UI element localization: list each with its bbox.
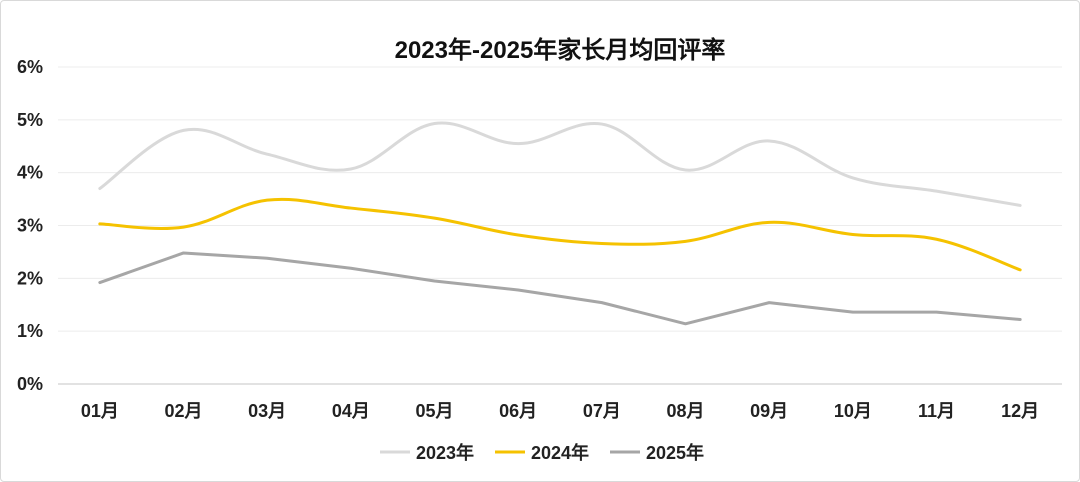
- y-tick-label: 0%: [17, 374, 43, 394]
- chart-title: 2023年-2025年家长月均回评率: [395, 36, 726, 64]
- x-tick-label: 07月: [583, 401, 621, 421]
- y-tick-label: 4%: [17, 163, 43, 183]
- series-layer: [98, 121, 1022, 326]
- series-line-0: [98, 121, 1022, 207]
- x-tick-label: 01月: [81, 401, 119, 421]
- x-tick-label: 04月: [332, 401, 370, 421]
- y-tick-label: 6%: [17, 57, 43, 77]
- x-tick-label: 03月: [248, 401, 286, 421]
- x-tick-label: 11月: [918, 401, 955, 421]
- legend-label: 2023年: [416, 442, 474, 463]
- y-tick-label: 5%: [17, 110, 43, 130]
- y-tick-label: 3%: [17, 216, 43, 236]
- x-tick-label: 06月: [499, 401, 537, 421]
- x-axis: 01月 02月 03月 04月 05月 06月 07月 08月 09月 10月 11月 12月: [81, 401, 1039, 421]
- x-tick-label: 09月: [750, 401, 788, 421]
- x-tick-label: 02月: [164, 401, 202, 421]
- x-tick-label: 05月: [415, 401, 453, 421]
- legend: 2023年 2024年 2025年: [380, 442, 704, 463]
- series-line-1: [98, 197, 1022, 272]
- grid-layer: [58, 66, 1062, 385]
- legend-label: 2025年: [646, 442, 704, 463]
- x-tick-label: 10月: [834, 401, 872, 421]
- x-tick-label: 08月: [666, 401, 704, 421]
- y-axis: 0% 1% 2% 3% 4% 5% 6%: [17, 57, 43, 394]
- y-tick-label: 2%: [17, 268, 43, 288]
- y-tick-label: 1%: [17, 321, 43, 341]
- x-tick-label: 12月: [1001, 401, 1039, 421]
- series-line-2: [98, 251, 1022, 326]
- legend-label: 2024年: [531, 442, 589, 463]
